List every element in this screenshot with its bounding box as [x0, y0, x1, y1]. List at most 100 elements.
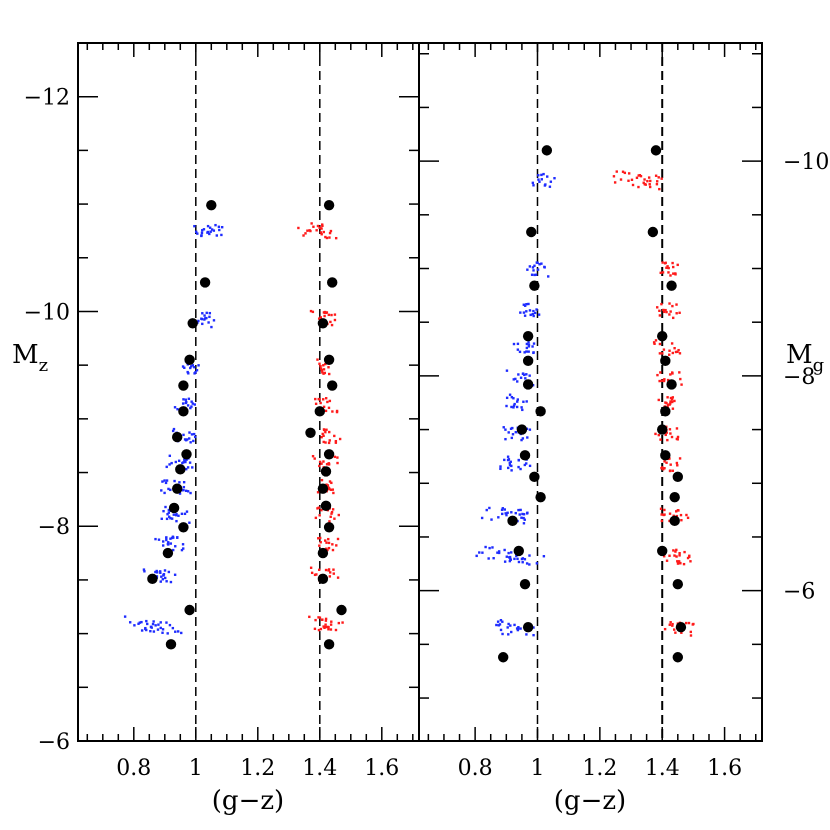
black-point — [672, 579, 684, 590]
red-point — [637, 185, 640, 189]
blue-point — [140, 620, 143, 624]
red-point — [675, 555, 678, 558]
blue-point — [182, 488, 185, 492]
red-point — [685, 513, 688, 517]
black-point — [317, 547, 329, 559]
blue-point — [526, 268, 529, 271]
blue-point — [190, 405, 193, 408]
red-point — [319, 365, 322, 368]
red-point — [627, 179, 630, 182]
blue-point — [201, 322, 204, 326]
red-point — [318, 544, 321, 547]
blue-point — [165, 465, 168, 469]
red-point — [669, 400, 672, 403]
blue-point — [510, 395, 514, 399]
blue-point — [498, 623, 502, 626]
red-point — [673, 554, 676, 557]
red-point — [327, 463, 331, 466]
red-point — [329, 229, 333, 233]
red-point — [660, 513, 663, 516]
blue-point — [553, 177, 556, 180]
red-point — [325, 541, 328, 544]
right-x-tick-labels: 0.8 1 1.2 1.4 1.6 — [458, 756, 742, 781]
blue-point — [190, 365, 193, 368]
red-point — [333, 318, 337, 322]
blue-point — [508, 559, 512, 563]
red-point — [675, 427, 679, 430]
blue-point — [508, 461, 512, 465]
blue-point — [169, 537, 172, 540]
blue-point — [528, 464, 532, 468]
red-point — [666, 378, 670, 382]
blue-point — [528, 374, 531, 377]
blue-point — [501, 512, 504, 516]
red-point — [319, 316, 323, 319]
red-point — [322, 372, 325, 375]
blue-point — [510, 464, 513, 468]
red-point — [662, 555, 666, 558]
blue-point — [161, 544, 165, 547]
black-point — [513, 545, 524, 557]
blue-point — [142, 568, 146, 571]
black-point — [522, 621, 534, 633]
black-point — [147, 573, 158, 585]
x-tick-label: 0.8 — [116, 756, 151, 781]
blue-point — [171, 535, 175, 538]
red-point — [674, 631, 677, 634]
red-point — [674, 273, 677, 276]
blue-point — [511, 433, 515, 436]
red-point — [613, 181, 617, 184]
red-point — [322, 405, 326, 409]
blue-point — [528, 563, 531, 566]
red-point — [324, 362, 327, 366]
red-point — [324, 441, 327, 444]
blue-point — [205, 311, 208, 315]
red-point — [663, 508, 666, 512]
red-point — [325, 236, 329, 240]
blue-point — [174, 630, 177, 633]
blue-point — [521, 561, 524, 564]
blue-point — [517, 560, 521, 564]
red-point — [642, 181, 645, 184]
red-point — [338, 437, 342, 441]
blue-point — [517, 373, 520, 376]
red-point — [658, 379, 661, 383]
red-point — [323, 428, 326, 432]
blue-point — [522, 303, 526, 306]
blue-point — [524, 377, 527, 380]
red-point — [648, 183, 651, 186]
blue-point — [181, 461, 184, 465]
red-point — [666, 265, 669, 268]
blue-point — [504, 512, 507, 515]
blue-point — [517, 508, 520, 512]
blue-point — [163, 569, 167, 572]
red-point — [317, 628, 321, 632]
blue-point — [532, 633, 535, 637]
blue-point — [492, 557, 495, 560]
blue-point — [138, 621, 142, 624]
red-point — [688, 555, 691, 559]
red-point — [661, 261, 664, 264]
blue-point — [207, 321, 210, 324]
blue-point — [193, 403, 196, 406]
blue-point — [193, 435, 197, 439]
red-point — [310, 571, 314, 575]
blue-point — [546, 175, 549, 178]
blue-point — [505, 513, 508, 517]
blue-point — [523, 558, 527, 561]
blue-point — [190, 433, 194, 436]
blue-point — [502, 426, 505, 429]
blue-point — [180, 631, 183, 635]
red-point — [324, 235, 327, 239]
black-point — [317, 318, 329, 329]
red-point — [309, 566, 313, 569]
blue-point — [161, 631, 164, 634]
black-point — [184, 354, 195, 365]
red-point — [318, 568, 321, 572]
red-point — [639, 174, 643, 178]
blue-point — [176, 536, 179, 539]
black-point — [660, 355, 671, 367]
red-point — [336, 537, 340, 541]
black-point — [168, 502, 180, 514]
red-point — [621, 170, 625, 173]
